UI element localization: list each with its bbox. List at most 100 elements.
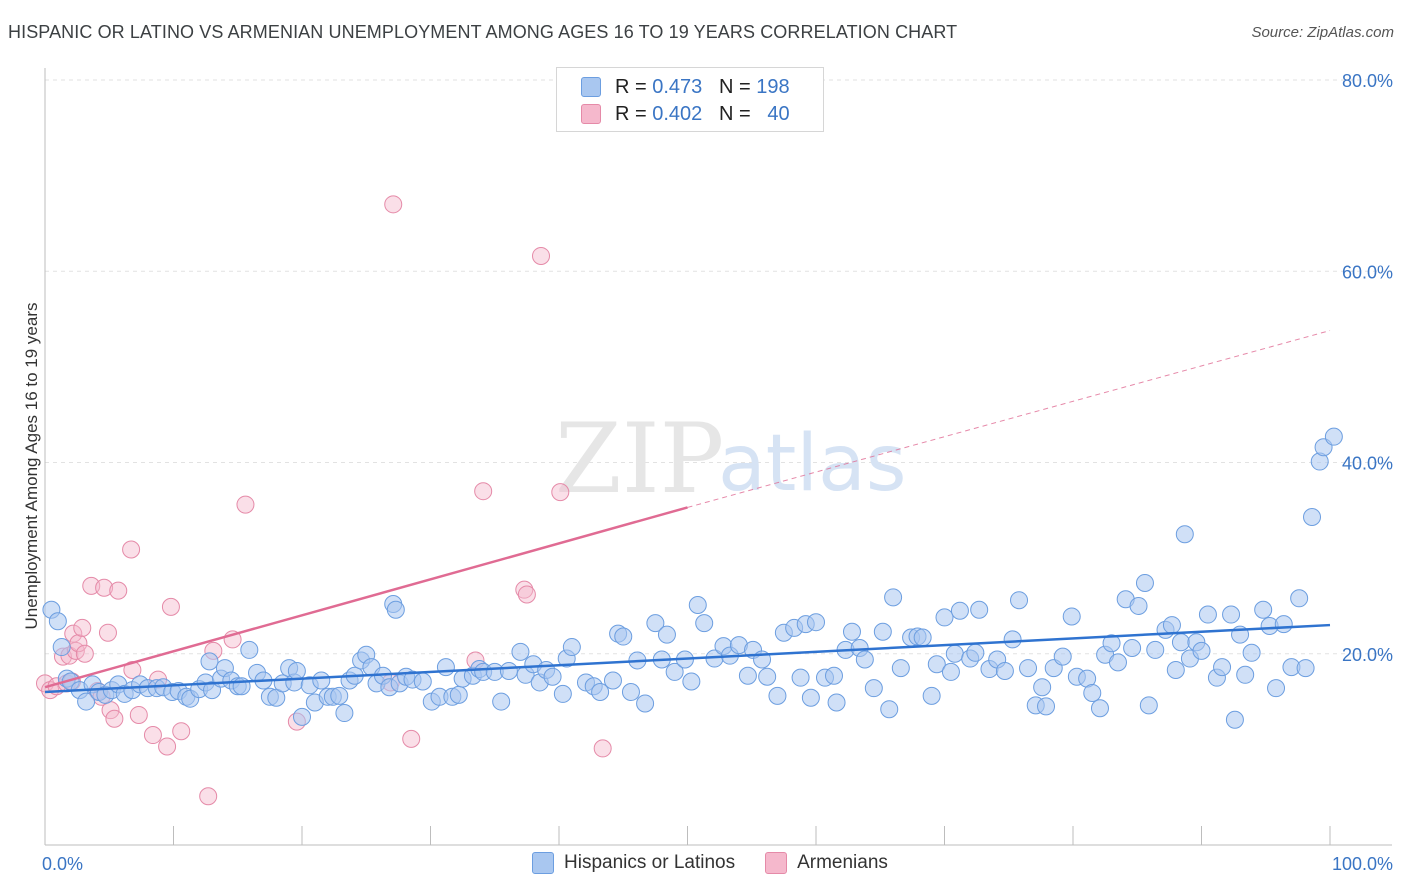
trend-line-armenians-extension [687, 330, 1331, 508]
data-point [330, 686, 349, 705]
data-point [855, 650, 874, 669]
data-point [499, 661, 518, 680]
legend-row-hispanics: R = 0.473 N = 198 [581, 75, 790, 99]
data-point [1222, 605, 1241, 624]
data-point [402, 729, 421, 748]
data-point [1175, 525, 1194, 544]
data-point [657, 625, 676, 644]
data-point [824, 666, 843, 685]
data-point [807, 613, 825, 632]
watermark-atlas: atlas [718, 419, 907, 509]
data-point [646, 614, 665, 633]
data-point [562, 638, 581, 657]
data-point [941, 662, 960, 681]
data-point [1033, 678, 1052, 697]
x-tick-label: 100.0% [1332, 854, 1393, 874]
stats-legend: R = 0.473 N = 198 R = 0.402 N = 40 [556, 67, 824, 132]
y-tick-label: 20.0% [1342, 645, 1393, 665]
data-point [950, 601, 969, 620]
y-tick-label: 40.0% [1342, 454, 1393, 474]
data-point [1162, 616, 1181, 635]
data-point [515, 580, 534, 599]
data-point [48, 612, 67, 631]
data-point [801, 688, 820, 707]
data-point [873, 622, 892, 641]
data-point [287, 661, 306, 680]
data-point [842, 622, 861, 641]
data-point [98, 623, 117, 642]
data-point [1139, 696, 1158, 715]
data-point [864, 679, 883, 698]
data-point [1166, 661, 1185, 680]
data-point [591, 683, 610, 701]
data-point [1108, 653, 1127, 672]
data-point [1123, 639, 1142, 658]
data-point [1135, 573, 1154, 592]
source-label: Source: ZipAtlas.com [1251, 24, 1394, 41]
data-point [109, 581, 128, 600]
data-point [884, 588, 903, 607]
data-point [312, 671, 331, 690]
data-point [73, 618, 92, 637]
data-point [1037, 697, 1056, 716]
data-point [1242, 643, 1261, 662]
data-point [665, 662, 684, 681]
legend-swatch-armenians [581, 104, 601, 124]
data-point [236, 495, 255, 514]
data-point [161, 597, 180, 616]
data-point [199, 787, 218, 806]
r-label: R = [615, 102, 647, 125]
data-point [69, 634, 88, 653]
tick-labels: 20.0% 40.0% 60.0% 80.0% 0.0% 100.0% [42, 71, 1393, 874]
data-point [95, 578, 114, 597]
trend-line-armenians [44, 506, 688, 689]
data-point [614, 627, 633, 646]
data-point [492, 692, 511, 711]
data-point [603, 671, 622, 690]
data-point [532, 246, 551, 265]
legend-swatch-hispanics [581, 77, 601, 97]
legend-item-armenians: Armenians [765, 852, 888, 874]
data-point [64, 624, 83, 643]
r-value: 0.473 [652, 75, 703, 98]
data-point [1146, 640, 1165, 659]
data-point [768, 686, 787, 705]
data-point [621, 683, 640, 701]
trend-lines [44, 330, 1331, 694]
legend-swatch-armenians [765, 852, 788, 874]
data-point [636, 694, 655, 713]
data-point [688, 595, 707, 614]
series-legend: Hispanics or Latinos Armenians [532, 852, 918, 874]
data-point [682, 672, 701, 691]
data-point [1010, 591, 1029, 610]
data-point [966, 643, 985, 662]
data-point [551, 483, 570, 502]
data-point [1274, 615, 1293, 634]
legend-swatch-hispanics [532, 852, 554, 874]
data-point [922, 686, 941, 705]
data-point [738, 666, 757, 685]
data-point [935, 608, 954, 627]
legend-item-hispanics: Hispanics or Latinos [532, 852, 735, 874]
data-point [891, 659, 910, 678]
data-point [384, 195, 403, 214]
data-point [386, 600, 405, 619]
data-point [52, 638, 71, 657]
data-point [995, 661, 1014, 680]
data-point [1303, 508, 1322, 527]
data-point [75, 644, 94, 663]
n-label: N = [718, 75, 751, 98]
data-point [449, 685, 468, 704]
data-point [553, 684, 572, 703]
data-point [1062, 607, 1081, 626]
data-point [1129, 596, 1148, 615]
data-point [1296, 659, 1315, 678]
data-point [436, 658, 455, 677]
data-point [1019, 659, 1038, 678]
y-axis-label: Unemployment Among Ages 16 to 19 years [22, 302, 41, 630]
data-point [791, 668, 810, 687]
data-point [335, 704, 354, 723]
data-point [1254, 600, 1273, 619]
y-tick-label: 60.0% [1342, 262, 1393, 282]
